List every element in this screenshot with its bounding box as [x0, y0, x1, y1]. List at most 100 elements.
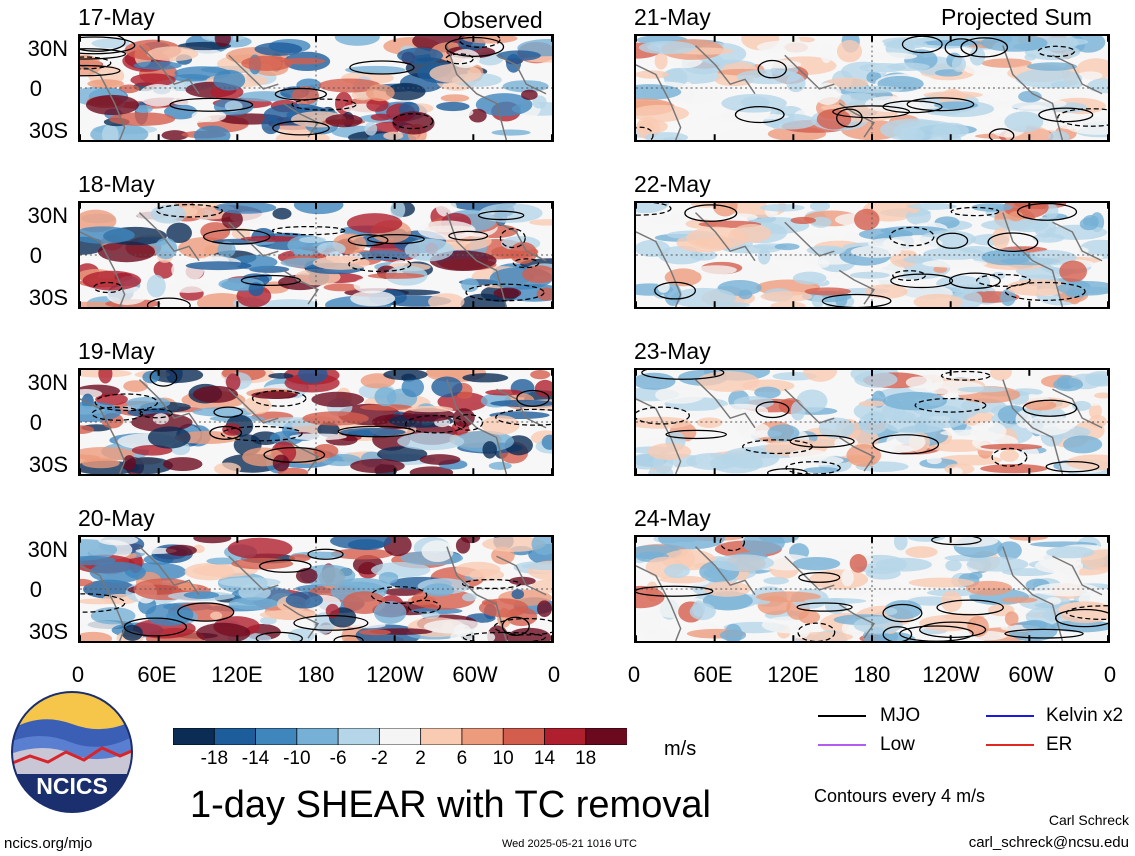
shear-field — [636, 203, 1108, 307]
shear-blob — [1046, 546, 1095, 559]
mjo-contour — [462, 578, 522, 590]
shear-blob — [774, 243, 800, 251]
mjo-contour — [392, 113, 434, 130]
shear-blob — [251, 391, 296, 399]
mjo-contour — [797, 622, 836, 641]
shear-blob — [334, 36, 380, 46]
shear-blob — [428, 293, 465, 307]
shear-blob — [853, 616, 903, 634]
shear-blob — [191, 109, 227, 123]
coastline — [446, 212, 508, 307]
shear-blob — [240, 235, 301, 242]
shear-blob — [206, 557, 239, 565]
shear-blob — [933, 101, 979, 110]
shear-blob — [844, 85, 903, 93]
shear-blob — [268, 372, 294, 379]
mjo-contour — [347, 234, 389, 247]
shear-blob — [496, 50, 541, 61]
shear-blob — [1006, 279, 1070, 296]
y-tick-label: 30N — [27, 203, 68, 228]
shear-field — [80, 36, 552, 140]
shear-blob — [990, 370, 1012, 381]
colorbar-swatch — [461, 727, 505, 746]
shear-blob — [97, 241, 156, 263]
shear-blob — [330, 537, 392, 550]
shear-blob — [767, 424, 800, 442]
shear-blob — [945, 559, 962, 572]
shear-blob — [655, 386, 705, 404]
shear-blob — [214, 36, 231, 47]
shear-blob — [462, 593, 477, 602]
coastline — [138, 379, 200, 429]
shear-blob — [147, 426, 191, 449]
y-tick-label: 30N — [27, 370, 68, 395]
ncics-logo[interactable]: NCICS — [10, 690, 134, 814]
x-tick-label: 0 — [1103, 662, 1117, 687]
shear-blob — [1059, 260, 1087, 283]
mjo-contour — [991, 447, 1028, 467]
legend-mjo-label: MJO — [880, 705, 921, 726]
shear-blob — [299, 236, 327, 244]
shear-blob — [89, 561, 146, 584]
shear-blob — [378, 571, 399, 584]
shear-blob — [742, 537, 785, 555]
colorbar-tick-label: -10 — [283, 748, 311, 769]
shear-blob — [905, 546, 938, 558]
shear-blob — [1053, 377, 1084, 392]
shear-blob — [193, 537, 232, 544]
footer-email[interactable]: carl_schreck@ncsu.edu — [968, 834, 1129, 851]
coastline — [446, 379, 508, 474]
shear-blob — [479, 203, 543, 223]
legend-kelvin-label: Kelvin x2 — [1046, 705, 1124, 726]
footer-url[interactable]: ncics.org/mjo — [4, 835, 93, 852]
shear-blob — [970, 421, 1007, 442]
shear-blob — [636, 239, 671, 258]
mjo-contour — [156, 204, 223, 218]
panel-date-23-may: 23-May — [634, 338, 711, 364]
mjo-contour — [936, 599, 1004, 616]
colorbar-swatch — [296, 727, 339, 746]
coastline — [282, 436, 320, 472]
shear-blob — [1026, 62, 1078, 71]
shear-blob — [682, 81, 695, 105]
shear-blob — [80, 446, 135, 461]
shear-blob — [323, 283, 361, 292]
shear-field — [636, 36, 1108, 140]
shear-blob — [118, 84, 140, 94]
shear-blob — [87, 79, 125, 89]
mjo-contour — [495, 408, 552, 426]
shear-blob — [80, 631, 113, 641]
shear-blob — [106, 285, 148, 305]
shear-blob — [397, 432, 465, 451]
shear-blob — [374, 387, 397, 407]
y-tick-label: 0 — [29, 577, 42, 602]
shear-blob — [81, 458, 120, 469]
shear-blob — [636, 372, 676, 390]
shear-blob — [816, 108, 852, 130]
x-tick-label: 60E — [137, 662, 177, 687]
shear-blob — [350, 290, 396, 307]
shear-blob — [689, 603, 716, 621]
shear-blob — [146, 46, 199, 62]
shear-blob — [193, 125, 231, 140]
shear-blob — [1022, 619, 1048, 631]
colorbar-swatch — [337, 727, 381, 746]
shear-blob — [238, 583, 271, 601]
mjo-contour — [755, 401, 790, 419]
shear-blob — [636, 203, 670, 214]
projected-sum-label: Projected Sum — [941, 4, 1092, 30]
shear-blob — [509, 576, 536, 586]
colorbar-tick-label: -14 — [241, 748, 270, 769]
shear-field — [636, 370, 1108, 474]
mjo-contour — [139, 408, 173, 419]
mjo-contour — [950, 206, 1000, 217]
shear-blob — [227, 537, 293, 560]
shear-blob — [968, 571, 983, 580]
y-tick-label: 30S — [28, 285, 68, 310]
shear-blob — [80, 425, 95, 434]
shear-blob — [165, 544, 197, 556]
shear-blob — [795, 235, 837, 244]
mjo-contour — [477, 210, 525, 221]
shear-blob — [364, 121, 378, 136]
logo-text: NCICS — [36, 773, 108, 799]
